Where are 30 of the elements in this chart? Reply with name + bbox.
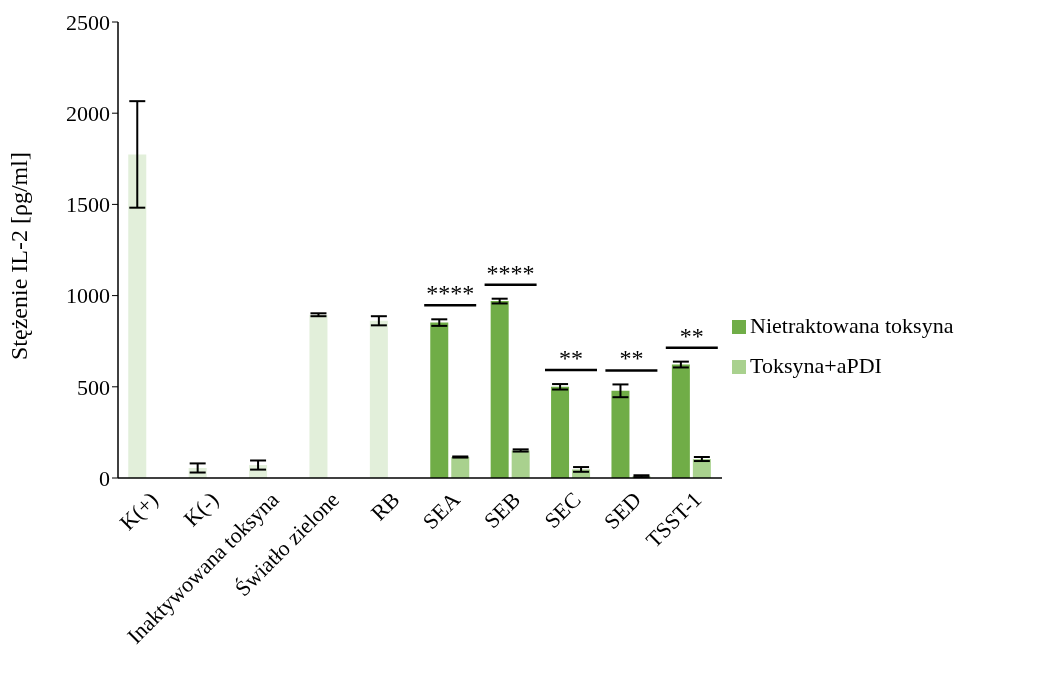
annotation: **** (486, 259, 535, 286)
annotation: ** (679, 322, 704, 349)
x-tick-label: SEB (478, 486, 526, 534)
x-tick-label: RB (365, 486, 405, 526)
x-tick-label: SEC (539, 486, 586, 534)
y-tick-label: 2000 (66, 101, 110, 127)
x-tick-label: K(-) (178, 486, 224, 532)
y-tick-label: 2500 (66, 9, 110, 35)
x-tick-label: K(+) (114, 486, 163, 535)
y-tick-label: 0 (99, 465, 110, 491)
annotation: ** (619, 345, 644, 372)
bar (309, 314, 328, 478)
y-tick-label: 1000 (66, 283, 110, 309)
bar (128, 154, 147, 478)
y-tick-label: 1500 (66, 192, 110, 218)
y-tick-label: 500 (77, 374, 110, 400)
legend-label: Nietraktowana toksyna (750, 312, 954, 338)
annotation: **** (426, 280, 475, 307)
bar (490, 301, 509, 478)
bar (430, 322, 449, 478)
bar (369, 320, 388, 478)
bar (671, 364, 690, 478)
x-tick-label: SEA (417, 486, 465, 534)
y-axis-title: Stężenie IL-2 [ρg/ml] (5, 152, 32, 360)
bar (611, 390, 630, 478)
bar (551, 386, 570, 478)
x-tick-label: SED (598, 486, 646, 534)
legend-label: Toksyna+aPDI (750, 352, 882, 378)
bar (511, 450, 530, 478)
annotation: ** (559, 345, 583, 372)
